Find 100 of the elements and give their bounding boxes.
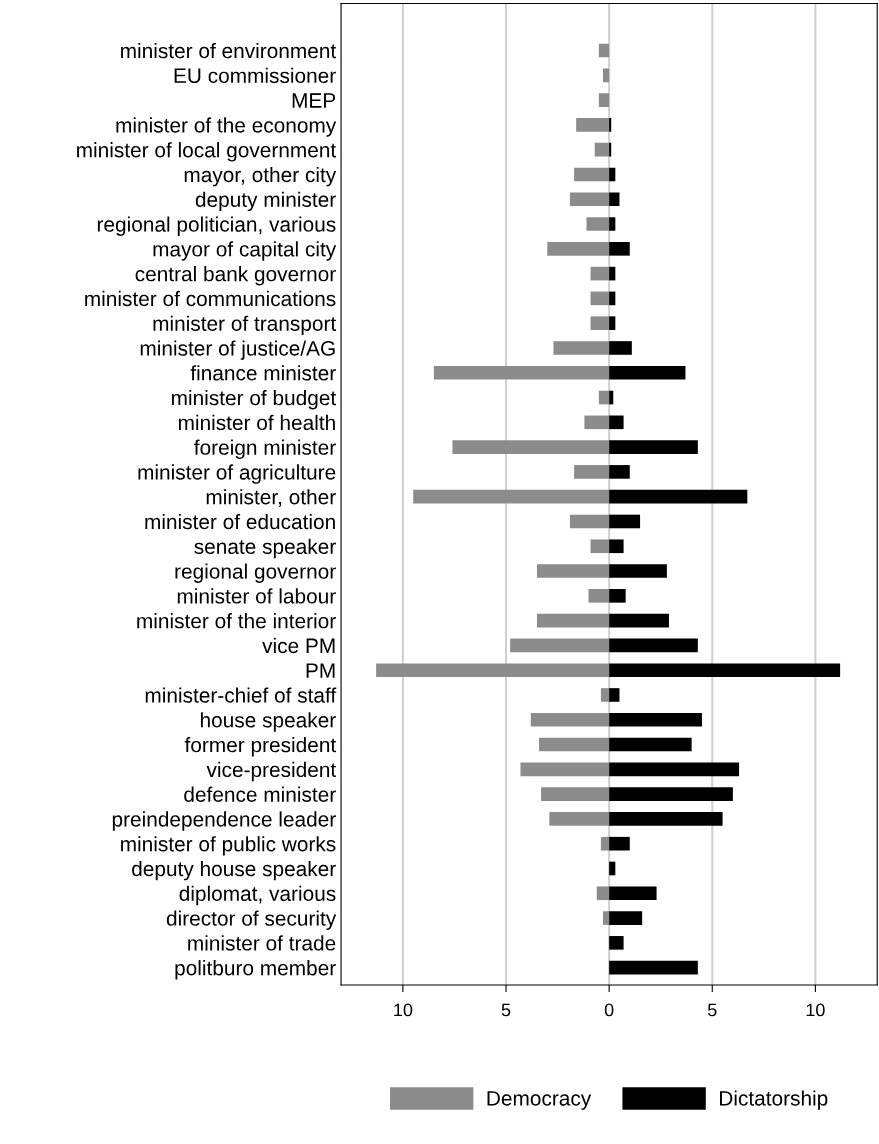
bar <box>609 118 612 132</box>
bar <box>586 217 610 231</box>
y-tick-label: diplomat, various <box>179 885 336 906</box>
bar <box>609 762 740 777</box>
y-tick-label: minister of the interior <box>137 613 336 629</box>
bar <box>590 266 610 281</box>
bar <box>609 341 632 355</box>
y-tick-label: minister of public works <box>121 836 336 856</box>
bar <box>594 142 610 157</box>
bar <box>536 613 610 628</box>
bar <box>609 465 630 479</box>
y-tick-label: regional politician, various <box>97 216 336 236</box>
bar <box>609 316 616 330</box>
bar <box>609 142 612 157</box>
bar <box>609 886 657 901</box>
bar <box>609 192 620 207</box>
bar <box>574 167 610 182</box>
y-tick-label: minister of local government <box>77 142 337 162</box>
x-tick-label: 0 <box>604 1003 614 1017</box>
y-tick-label: politburo member <box>175 960 336 980</box>
bar <box>520 762 610 777</box>
bar <box>541 787 610 801</box>
bar <box>609 390 614 405</box>
bar <box>376 663 610 678</box>
y-tick-label: vice-president <box>206 761 337 782</box>
y-tick-label: central bank governor <box>135 266 336 286</box>
bar <box>609 242 630 256</box>
bar <box>609 663 841 678</box>
y-tick-label: finance minister <box>190 365 336 381</box>
bar <box>553 341 610 355</box>
bar <box>510 638 610 653</box>
bar <box>609 812 723 826</box>
y-tick-label: director of security <box>166 910 337 930</box>
y-tick-label: deputy minister <box>195 191 336 212</box>
bar <box>600 836 610 851</box>
bar <box>602 68 610 83</box>
y-tick-label: foreign minister <box>194 439 336 459</box>
y-tick-label: EU commissioner <box>174 67 336 84</box>
bar <box>588 589 610 603</box>
bar <box>609 936 624 950</box>
y-tick-label: minister of the economy <box>116 117 337 137</box>
y-tick-label: deputy house speaker <box>132 860 336 881</box>
bar <box>609 613 669 628</box>
bar <box>433 365 610 380</box>
bar <box>609 365 686 380</box>
bar <box>574 465 610 479</box>
y-tick-label: regional governor <box>175 563 336 583</box>
y-tick-label: vice PM <box>262 637 335 654</box>
y-tick-label: minister of health <box>178 414 335 431</box>
bar <box>609 960 698 975</box>
bar <box>609 217 616 231</box>
bar <box>609 861 616 876</box>
bar <box>590 539 610 554</box>
bar <box>549 812 610 826</box>
bar <box>609 291 616 306</box>
y-tick-label: minister of education <box>145 513 335 530</box>
y-tick-label: minister, other <box>206 489 336 507</box>
bar <box>609 836 630 851</box>
bar <box>609 440 698 454</box>
bar <box>536 564 610 578</box>
y-tick-label: minister of budget <box>171 389 337 410</box>
bar <box>609 688 620 702</box>
y-tick-label: former president <box>184 737 337 757</box>
bar <box>596 886 610 901</box>
y-tick-label: PM <box>306 663 335 678</box>
bar <box>547 242 610 256</box>
bar <box>598 93 610 107</box>
x-tick-label: 10 <box>806 1003 825 1017</box>
bar <box>584 415 610 430</box>
bar <box>609 712 702 727</box>
y-tick-label: MEP <box>292 93 336 108</box>
bar <box>609 737 692 752</box>
bar <box>609 415 624 430</box>
y-tick-label: minister of transport <box>153 315 337 336</box>
bar <box>609 167 616 182</box>
x-tick-label: 5 <box>707 1003 717 1017</box>
bar <box>609 564 667 578</box>
bar <box>590 291 610 306</box>
y-tick-label: minister-chief of staff <box>145 687 337 703</box>
legend-label: Democracy <box>487 1091 592 1110</box>
bar <box>590 316 610 330</box>
y-tick-label: minister of labour <box>177 588 336 604</box>
bar <box>602 911 610 925</box>
y-tick-label: minister of environment <box>121 42 337 59</box>
bar <box>609 589 626 603</box>
y-tick-label: minister of communications <box>85 290 336 307</box>
bar <box>452 440 610 454</box>
x-tick-label: 10 <box>394 1003 413 1017</box>
bar <box>609 489 748 504</box>
bar <box>539 737 610 752</box>
bar <box>609 266 616 281</box>
bar <box>569 514 610 529</box>
y-tick-label: minister of justice/AG <box>140 340 335 360</box>
legend-label: Dictatorship <box>719 1090 828 1110</box>
bar <box>609 514 641 529</box>
bar <box>609 638 698 653</box>
bar <box>609 911 643 925</box>
bar <box>609 787 733 801</box>
y-tick-label: minister of trade <box>188 935 336 951</box>
y-tick-label: house speaker <box>200 712 336 732</box>
